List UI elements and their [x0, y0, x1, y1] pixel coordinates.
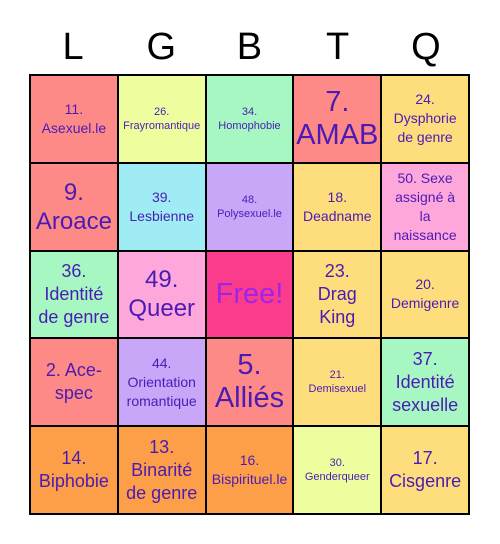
free-space-cell[interactable]: Free! [205, 250, 294, 339]
bingo-cell[interactable]: 44. Orientation romantique [117, 338, 206, 427]
bingo-cell[interactable]: 5. Alliés [205, 338, 294, 427]
cell-label: 34. Homophobie [218, 105, 281, 132]
bingo-cell[interactable]: 50. Sexe assigné à la naissance [381, 162, 469, 251]
header-letter-b: B [236, 26, 263, 68]
bingo-header: L G B T Q [29, 22, 470, 72]
cell-label: 50. Sexe assigné à la naissance [393, 169, 457, 243]
cell-label: 2. Ace- spec [45, 360, 102, 404]
cell-label: 36. Identité de genre [38, 260, 110, 327]
bingo-cell[interactable]: 26. Frayromantique [117, 75, 206, 163]
bingo-cell[interactable]: 34. Homophobie [205, 75, 294, 163]
cell-label: 9. Aroace [35, 178, 112, 235]
bingo-cell[interactable]: 36. Identité de genre [30, 250, 118, 339]
bingo-cell[interactable]: 14. Biphobie [30, 426, 118, 514]
bingo-cell[interactable]: 18. Deadname [293, 162, 382, 251]
cell-label: 49. Queer [128, 266, 196, 323]
cell-label: 44. Orientation romantique [126, 354, 197, 409]
bingo-cell[interactable]: 9. Aroace [30, 162, 118, 251]
cell-label: 48. Polysexuel.le [217, 193, 282, 220]
bingo-cell[interactable]: 23. Drag King [293, 250, 382, 339]
bingo-cell[interactable]: 7. AMAB [293, 75, 382, 163]
cell-label: 14. Biphobie [38, 448, 109, 492]
bingo-cell[interactable]: 17. Cisgenre [381, 426, 469, 514]
bingo-cell[interactable]: 48. Polysexuel.le [205, 162, 294, 251]
cell-label: 5. Alliés [214, 349, 285, 415]
cell-label: 20. Demigenre [390, 276, 460, 312]
header-letter-t: T [326, 26, 350, 68]
cell-label: 39. Lesbienne [129, 188, 194, 224]
bingo-board: 11. Asexuel.le 26. Frayromantique 34. Ho… [29, 74, 470, 515]
free-space-label: Free! [215, 277, 284, 310]
bingo-cell[interactable]: 11. Asexuel.le [30, 75, 118, 163]
header-letter-l: L [62, 26, 84, 68]
cell-label: 16. Bispirituel.le [211, 452, 288, 488]
bingo-cell[interactable]: 24. Dysphorie de genre [381, 75, 469, 163]
cell-label: 24. Dysphorie de genre [393, 91, 457, 146]
bingo-cell[interactable]: 39. Lesbienne [117, 162, 206, 251]
cell-label: 11. Asexuel.le [41, 100, 107, 136]
bingo-cell[interactable]: 16. Bispirituel.le [205, 426, 294, 514]
bingo-cell[interactable]: 37. Identité sexuelle [381, 338, 469, 427]
cell-label: 30. Genderqueer [304, 457, 370, 484]
cell-label: 7. AMAB [296, 85, 379, 151]
bingo-cell[interactable]: 49. Queer [117, 250, 206, 339]
bingo-cell[interactable]: 13. Binarité de genre [117, 426, 206, 514]
cell-label: 23. Drag King [317, 260, 357, 327]
header-letter-g: G [146, 26, 177, 68]
cell-label: 21. Demisexuel [308, 369, 367, 396]
cell-label: 18. Deadname [303, 188, 372, 224]
bingo-cell[interactable]: 30. Genderqueer [293, 426, 382, 514]
cell-label: 37. Identité sexuelle [392, 348, 459, 415]
cell-label: 13. Binarité de genre [126, 436, 198, 503]
cell-label: 26. Frayromantique [123, 105, 201, 132]
cell-label: 17. Cisgenre [389, 448, 462, 492]
header-letter-q: Q [411, 26, 441, 68]
bingo-cell[interactable]: 21. Demisexuel [293, 338, 382, 427]
bingo-cell[interactable]: 2. Ace- spec [30, 338, 118, 427]
bingo-cell[interactable]: 20. Demigenre [381, 250, 469, 339]
